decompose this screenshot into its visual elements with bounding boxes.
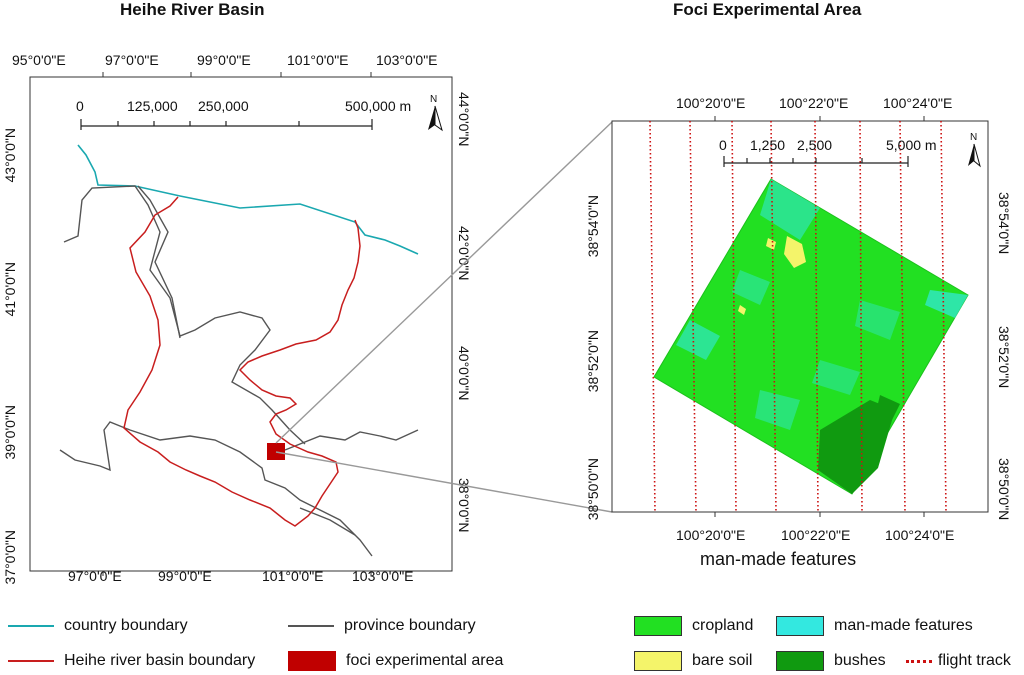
- legend-label: province boundary: [344, 617, 476, 634]
- cropland-swatch: [634, 616, 682, 636]
- right-bottom-tick: 100°20'0"E: [676, 527, 746, 543]
- legend-foci-area: foci experimental area: [288, 651, 503, 671]
- right-north-label: N: [970, 132, 978, 143]
- right-scale-label: 2,500: [797, 137, 833, 153]
- legend-label: country boundary: [64, 617, 188, 634]
- legend-bare-soil: bare soil: [634, 651, 752, 671]
- left-bottom-tick: 97°0'0"E: [68, 568, 122, 584]
- right-top-tick: 100°22'0"E: [779, 95, 849, 111]
- left-map-right-tick: 38°0'0"N: [456, 478, 472, 533]
- basin-boundary-line: [123, 196, 361, 527]
- right-map-left-tick: 38°50'0"N: [585, 458, 601, 521]
- legend-bushes: bushes: [776, 651, 886, 671]
- right-map-right-tick: 38°52'0"N: [996, 326, 1012, 389]
- country-boundary-line: [77, 144, 419, 255]
- province-boundary-swatch: [288, 625, 334, 627]
- legend-flight-track: flight track: [906, 652, 1011, 670]
- right-scale-bar: [723, 156, 909, 167]
- land-cover-image: [653, 178, 969, 495]
- left-map-right-tick: 40°0'0"N: [456, 346, 472, 401]
- legend-province-boundary: province boundary: [288, 617, 476, 635]
- left-bottom-tick: 101°0'0"E: [262, 568, 324, 584]
- right-north-arrow: [968, 143, 981, 168]
- left-map-title: Heihe River Basin: [120, 0, 265, 19]
- right-scale-label: 1,250: [750, 137, 786, 153]
- left-scale-bar: [80, 119, 373, 130]
- right-bottom-tick: 100°24'0"E: [885, 527, 955, 543]
- foci-area-swatch: [288, 651, 336, 671]
- right-map-right-tick: 38°54'0"N: [996, 192, 1012, 255]
- left-north-arrow: [428, 105, 443, 132]
- flight-track-swatch: [906, 659, 932, 663]
- left-top-tick: 103°0'0"E: [376, 52, 438, 68]
- left-map-right-tick: 44°0'0"N: [456, 92, 472, 147]
- left-scale-label: 125,000: [127, 98, 178, 114]
- basin-boundary-swatch: [8, 660, 54, 662]
- left-top-tick: 101°0'0"E: [287, 52, 349, 68]
- left-scale-label: 0: [76, 98, 84, 114]
- legend-label: cropland: [692, 617, 754, 634]
- left-bottom-tick: 99°0'0"E: [158, 568, 212, 584]
- legend-basin-boundary: Heihe river basin boundary: [8, 652, 255, 670]
- right-map-title: Foci Experimental Area: [673, 0, 862, 19]
- legend-label: Heihe river basin boundary: [64, 652, 256, 669]
- left-scale-label: 250,000: [198, 98, 249, 114]
- right-top-tick: 100°24'0"E: [883, 95, 953, 111]
- right-map-left-tick: 38°52'0"N: [585, 330, 601, 393]
- right-scale-label: 0: [719, 137, 727, 153]
- left-top-tick: 99°0'0"E: [197, 52, 251, 68]
- legend-label: foci experimental area: [346, 652, 504, 669]
- legend-label: bare soil: [692, 652, 753, 669]
- legend-man-made: man-made features: [776, 616, 973, 636]
- man-made-swatch: [776, 616, 824, 636]
- legend-label: man-made features: [834, 617, 973, 634]
- bushes-swatch: [776, 651, 824, 671]
- right-map-left-tick: 38°54'0"N: [585, 195, 601, 258]
- foci-area-marker: [267, 443, 285, 460]
- legend-cropland: cropland: [634, 616, 753, 636]
- left-scale-label: 500,000 m: [345, 98, 412, 114]
- right-map-right-tick: 38°50'0"N: [996, 458, 1012, 521]
- flight-tracks: [649, 120, 947, 513]
- left-top-tick: 97°0'0"E: [105, 52, 159, 68]
- legend-country-boundary: country boundary: [8, 617, 188, 635]
- province-boundary-line: [63, 185, 306, 445]
- country-boundary-swatch: [8, 625, 54, 627]
- right-scale-label: 5,000 m: [886, 137, 937, 153]
- left-top-tick: 95°0'0"E: [12, 52, 66, 68]
- right-bottom-tick: 100°22'0"E: [781, 527, 851, 543]
- bare-soil-swatch: [634, 651, 682, 671]
- legend-label: flight track: [938, 652, 1011, 669]
- left-north-label: N: [430, 94, 438, 105]
- left-bottom-tick: 103°0'0"E: [352, 568, 414, 584]
- legend-label: bushes: [834, 652, 886, 669]
- right-map-caption: man-made features: [700, 549, 857, 569]
- right-top-tick: 100°20'0"E: [676, 95, 746, 111]
